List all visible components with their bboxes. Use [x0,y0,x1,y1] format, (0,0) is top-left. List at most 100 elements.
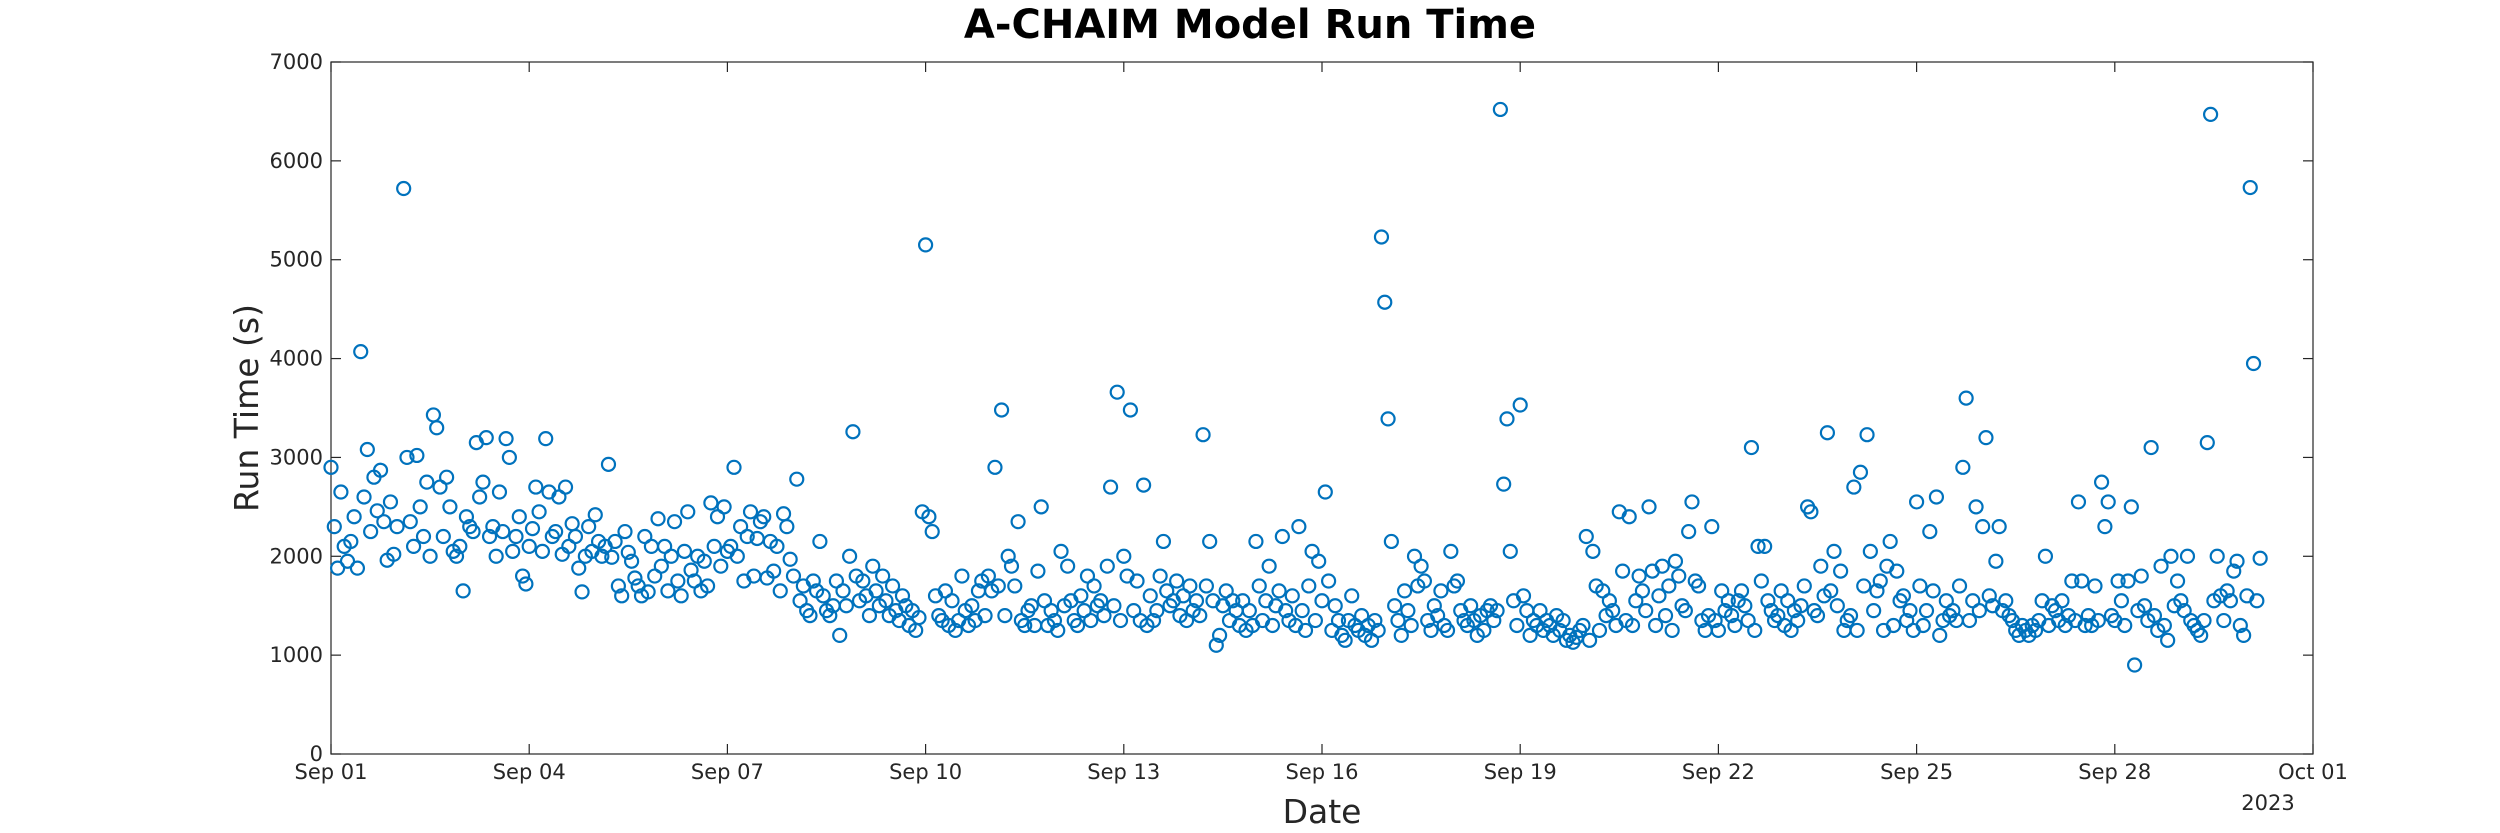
y-axis: 0 1000 2000 3000 4000 5000 6000 7000 [270,50,2313,766]
data-point [643,538,660,555]
data-point [1638,603,1654,619]
x-axis-year-label: 2023 [2241,791,2294,815]
data-point [1463,598,1479,614]
data-point [1278,603,1294,619]
data-point [1274,528,1290,545]
data-point [1086,578,1102,594]
data-point [1928,489,1945,505]
data-point [1955,459,1971,475]
data-point [1291,519,1307,535]
plot-frame [330,61,2314,755]
data-point [1605,603,1621,619]
data-point [1826,543,1842,559]
data-point [680,504,696,520]
data-point [878,593,894,609]
data-point [2245,355,2262,372]
data-point [481,528,498,545]
data-point [614,588,630,604]
data-point [1621,509,1637,525]
data-point [600,456,617,472]
data-point [2222,593,2239,609]
data-point [855,573,871,589]
data-point [1796,578,1812,594]
data-point [1889,563,1905,579]
data-point [455,583,471,599]
data-point [1030,563,1046,579]
data-point [2087,578,2103,594]
data-point [2199,435,2215,451]
x-tick-label: Sep 16 [1286,760,1359,784]
data-point [1684,494,1700,510]
y-tick-label: 3000 [270,445,323,469]
data-point [1743,439,1760,456]
data-point [2136,598,2153,614]
data-point [1690,578,1707,594]
data-point [1585,543,1601,559]
data-point [838,598,854,614]
data-point [415,528,432,545]
data-point [1321,573,1337,589]
data-point [1155,533,1172,550]
data-point [1747,622,1763,639]
data-point [1169,573,1185,589]
data-point [475,474,491,490]
data-point [587,507,603,523]
data-point [769,538,785,555]
data-point [1945,603,1961,619]
data-point [1667,553,1684,569]
data-point [402,514,418,530]
data-point [363,523,379,540]
data-point [1225,593,1241,609]
data-point [1416,573,1433,589]
data-point [1413,558,1429,574]
data-point [868,583,884,599]
data-point [1142,588,1158,604]
data-point [1512,397,1528,413]
data-point [422,548,438,564]
data-point [1958,390,1974,406]
data-point [666,514,683,530]
data-point [775,506,792,522]
data-point [1509,617,1525,634]
data-point [339,553,356,569]
data-point [2156,617,2172,634]
data-point [1951,578,1968,594]
data-point [789,471,805,487]
data-point [1202,533,1218,550]
data-point [911,609,927,626]
data-point [1192,607,1208,624]
data-point [2097,519,2113,535]
data-point [653,558,669,574]
data-point [498,431,514,447]
y-tick-label: 4000 [270,347,323,371]
data-point [2216,612,2232,629]
data-point [1307,612,1323,629]
data-point [478,430,494,446]
data-point [1182,578,1198,594]
data-point [1819,425,1836,441]
data-point [1661,578,1677,594]
data-point [1373,229,1390,245]
data-point [1750,538,1766,555]
data-point [419,474,435,490]
data-point [1443,543,1459,559]
x-tick-label: Sep 07 [691,760,764,784]
data-point [386,546,402,562]
data-point [1017,617,1033,634]
data-point [452,538,468,555]
data-point [1515,588,1532,604]
data-point [980,568,996,584]
data-point [548,523,564,540]
x-tick-label: Sep 13 [1087,760,1160,784]
data-point [1651,588,1667,604]
data-point [766,563,782,579]
data-point [1294,603,1310,619]
data-point [1198,578,1214,594]
data-point [1733,583,1750,599]
data-point [1671,568,1687,584]
data-point [1555,612,1571,629]
data-point [1707,612,1723,629]
data-point [505,543,521,559]
data-point [1657,607,1674,624]
data-point [835,583,851,599]
